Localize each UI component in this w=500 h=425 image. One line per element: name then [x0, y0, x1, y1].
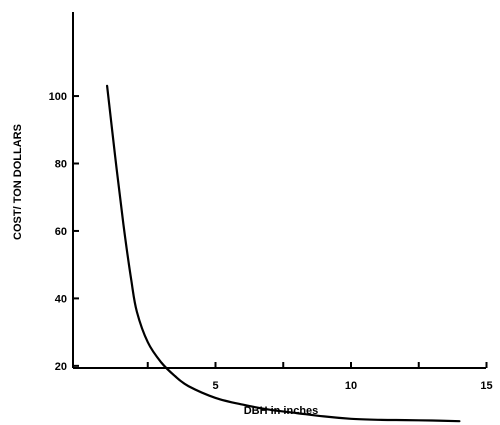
- cost-curve-line: [106, 84, 461, 423]
- series-group: [106, 84, 461, 423]
- y-axis-label: COST/ TON DOLLARS: [12, 124, 24, 240]
- x-tick-label: 5: [212, 380, 218, 392]
- x-tick-label: 15: [480, 380, 492, 392]
- y-axis-ticks: 20 40 60 80 100: [49, 91, 79, 373]
- x-tick-label: 10: [345, 380, 357, 392]
- x-axis-label: DBH in inches: [244, 405, 319, 417]
- y-tick-label: 40: [55, 293, 67, 305]
- y-tick-label: 20: [55, 361, 67, 373]
- y-tick-label: 100: [49, 91, 67, 103]
- y-tick-label: 60: [55, 226, 67, 238]
- y-tick-label: 80: [55, 159, 67, 171]
- x-axis-ticks: 5 10 15: [146, 362, 493, 392]
